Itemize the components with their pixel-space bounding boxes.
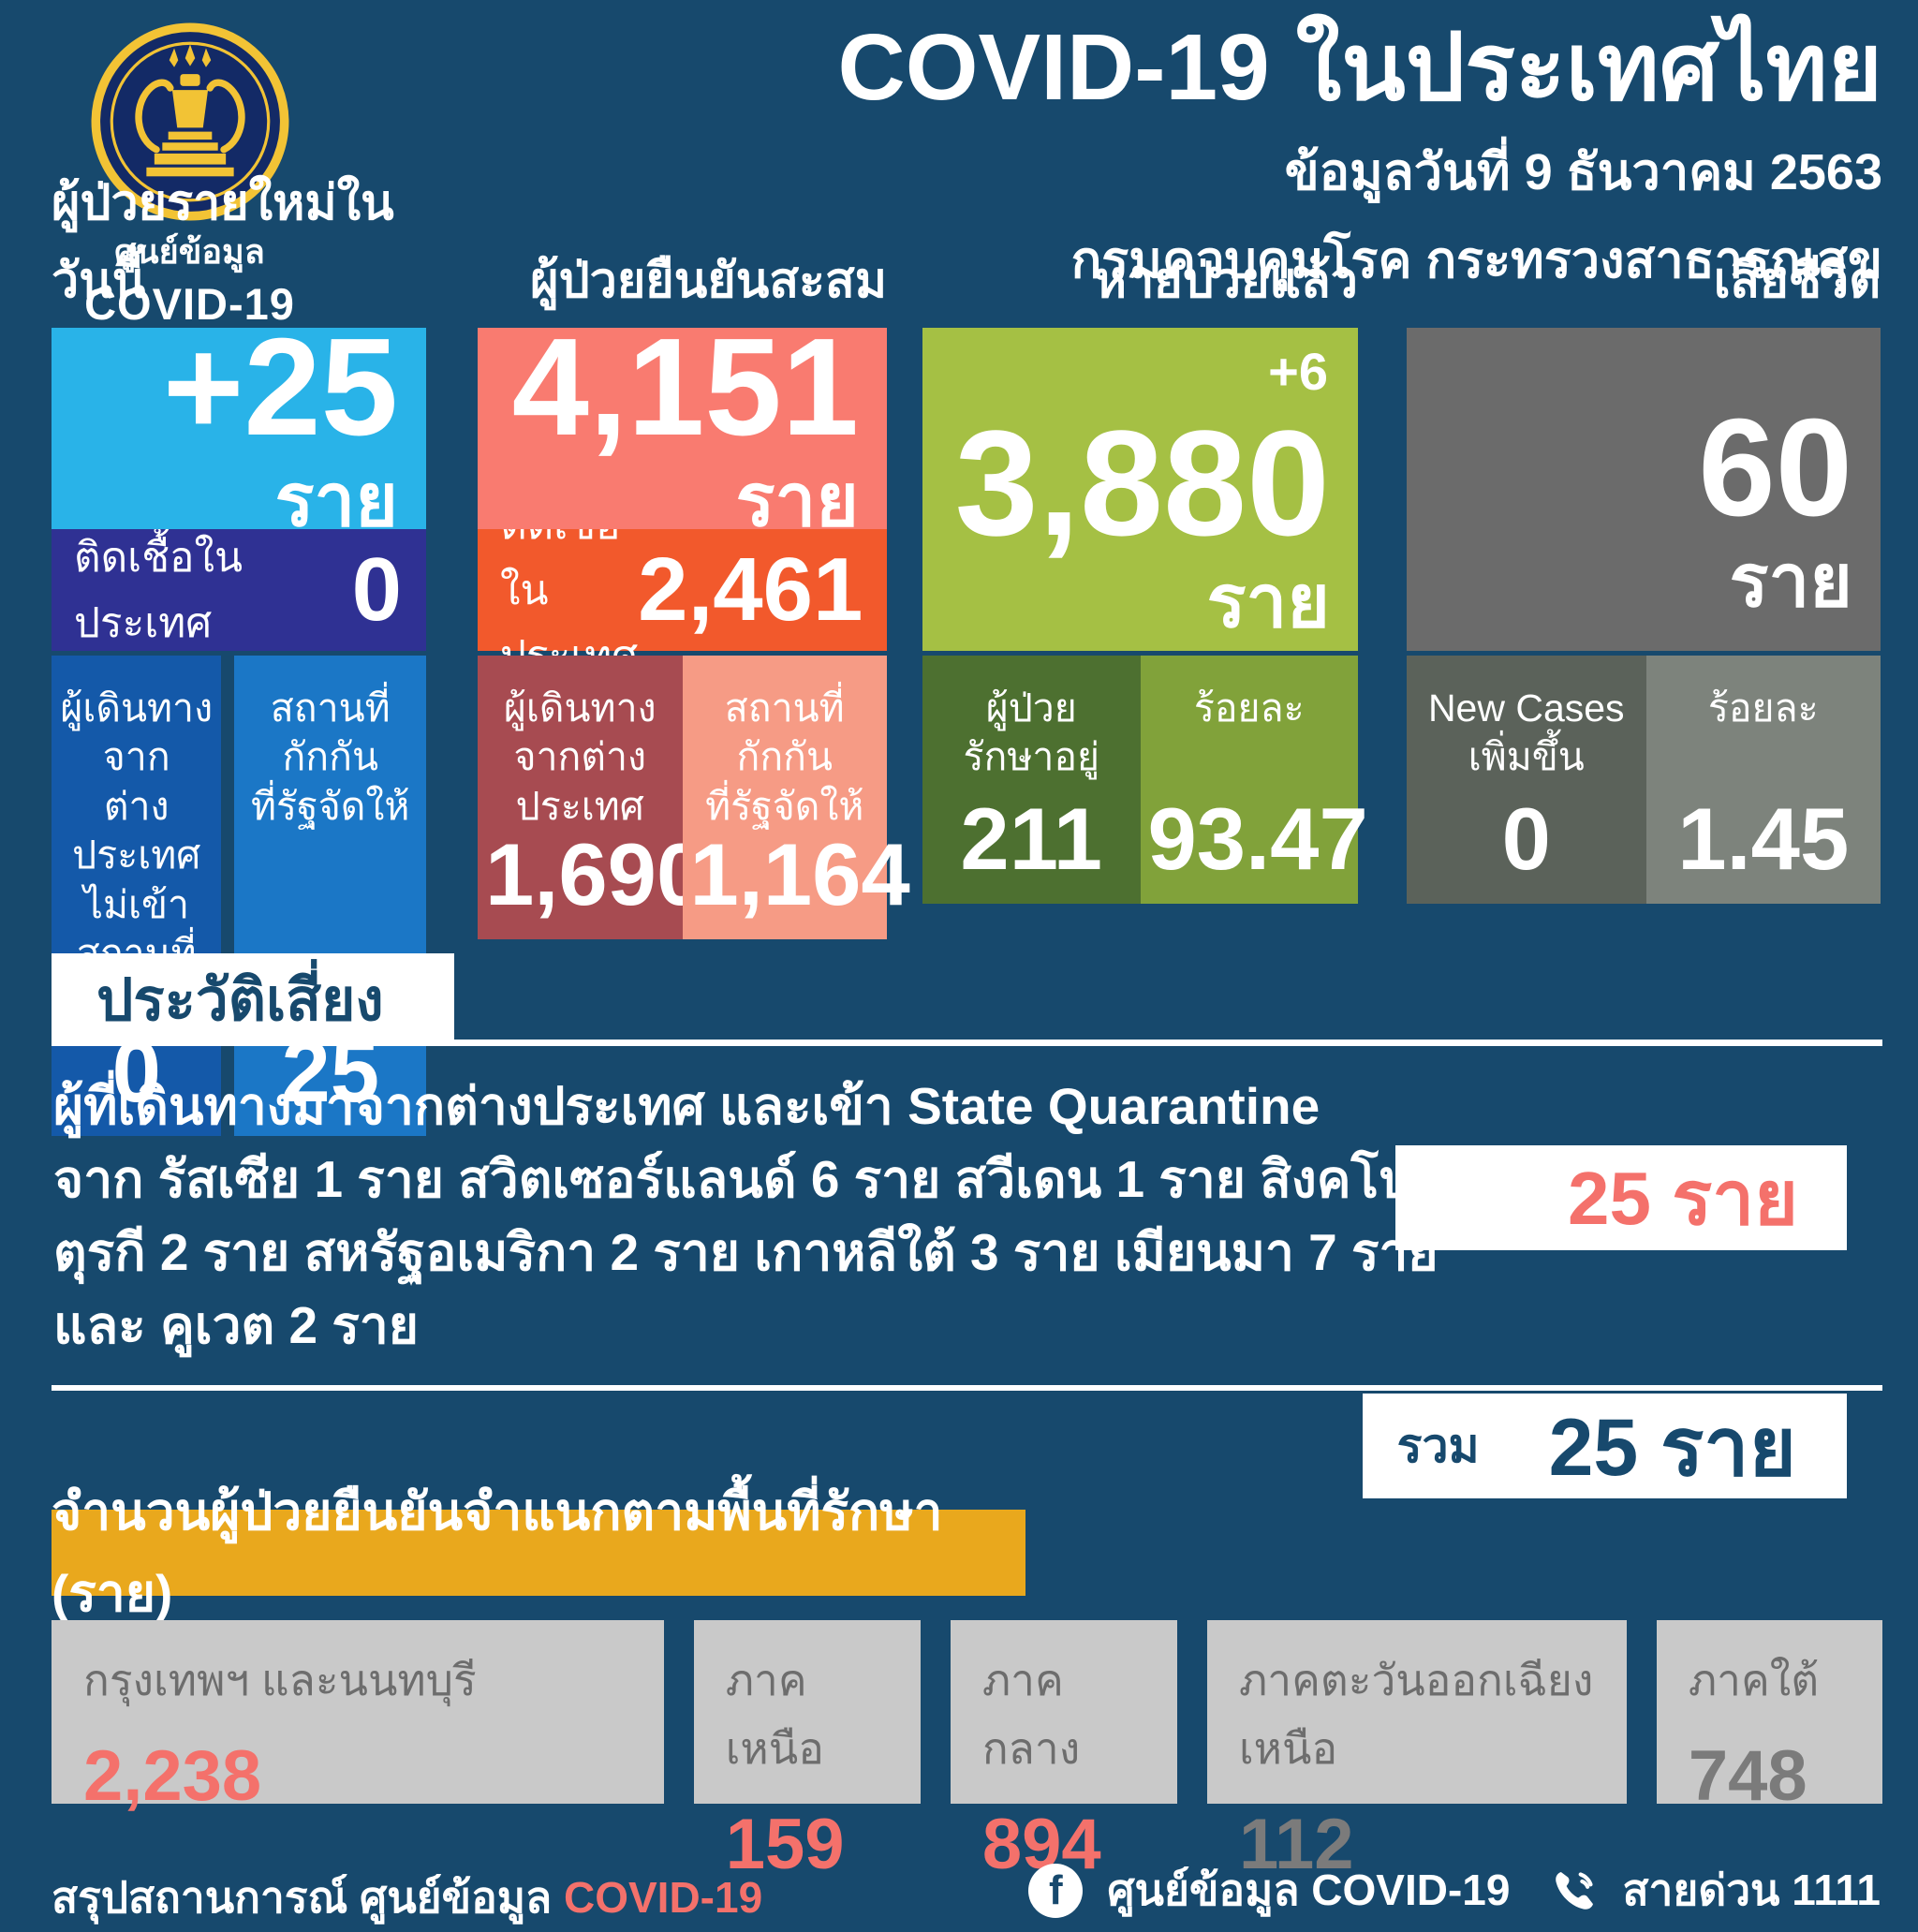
total-count-box: รวม 25 ราย: [1363, 1394, 1847, 1498]
footer-contacts: f ศูนย์ข้อมูล COVID-19 สายด่วน 1111: [1028, 1856, 1881, 1925]
region-value: 159: [725, 1805, 845, 1884]
risk-line-3: ตุรกี 2 ราย สหรัฐอเมริกา 2 ราย เกาหลีใต้…: [53, 1223, 1438, 1282]
footer-summary-prefix: สรุปสถานการณ์ ศูนย์ข้อมูล: [52, 1873, 564, 1922]
organization-line: กรมควบคุมโรค กระทรวงสาธารณสุข: [1070, 232, 1882, 288]
in-treatment-value: 211: [960, 789, 1103, 888]
deaths-card: 60 ราย New Cases เพิ่มขึ้น 0 ร้อยละ 1.45: [1407, 328, 1881, 904]
logo-caption-line1: ศูนย์ข้อมูล: [114, 232, 265, 271]
risk-count-box: 25 ราย: [1395, 1145, 1847, 1250]
recovered-main-box: +6 3,880 ราย: [922, 328, 1358, 651]
new-cases-value: +25: [162, 309, 398, 465]
total-value: 25 ราย: [1548, 1402, 1796, 1493]
state-quarantine-label: สถานที่ กักกัน ที่รัฐจัดให้: [251, 686, 410, 828]
new-cases-card: +25 ราย ติดเชื้อในประเทศ 0 ผู้เดินทางจาก…: [52, 317, 426, 1137]
deaths-new-cases-box: New Cases เพิ่มขึ้น 0: [1407, 656, 1646, 904]
risk-line-2: จาก รัสเซีย 1 ราย สวิตเซอร์แลนด์ 6 ราย ส…: [53, 1150, 1584, 1209]
new-cases-card-title: ผู้ป่วยรายใหม่ในวันนี้: [52, 176, 394, 308]
logo-block: ศูนย์ข้อมูล COVID-19: [56, 22, 323, 330]
footer-summary-highlight: COVID-19: [564, 1873, 763, 1922]
cumulative-unit: ราย: [735, 458, 859, 541]
state-quarantine-box: สถานที่ กักกัน ที่รัฐจัดให้ 25: [234, 656, 426, 1137]
phone-icon: [1551, 1867, 1598, 1914]
total-label: รวม: [1396, 1419, 1480, 1472]
travellers-no-quarantine-box: ผู้เดินทางจาก ต่างประเทศ ไม่เข้า สถานที่…: [52, 656, 222, 1137]
deaths-new-cases-label: New Cases เพิ่มขึ้น: [1427, 686, 1625, 779]
recovered-percent-box: ร้อยละ 93.47: [1140, 656, 1368, 904]
domestic-infection-value: 0: [351, 539, 402, 640]
new-cases-main-box: +25 ราย: [52, 317, 426, 538]
deaths-percent-box: ร้อยละ 1.45: [1645, 656, 1881, 904]
cumulative-quarantine-box: สถานที่ กักกัน ที่รัฐจัดให้ 1,164: [682, 656, 910, 940]
region-card-north: ภาคเหนือ 159: [693, 1620, 921, 1884]
region-card-northeast: ภาคตะวันออกเฉียงเหนือ 112: [1206, 1620, 1627, 1884]
hotline-label: สายด่วน 1111: [1622, 1866, 1881, 1914]
region-value: 2,238: [83, 1736, 262, 1816]
region-card-bangkok: กรุงเทพฯ และนนทบุรี 2,238: [52, 1620, 664, 1816]
logo-caption-line2: COVID-19: [84, 279, 295, 329]
footer-summary: สรุปสถานการณ์ ศูนย์ข้อมูล COVID-19: [52, 1864, 762, 1932]
deaths-value: 60: [1698, 391, 1852, 545]
region-label: กรุงเทพฯ และนนทบุรี: [83, 1656, 477, 1704]
region-value: 748: [1688, 1736, 1807, 1816]
header-title-block: COVID-19 ในประเทศไทย ข้อมูลวันที่ 9 ธันว…: [838, 17, 1882, 300]
deaths-card-title: เสียชีวิต: [1713, 254, 1881, 308]
domestic-infection-label: ติดเชื้อในประเทศ: [74, 535, 243, 646]
recovered-percent-value: 93.47: [1147, 789, 1368, 888]
cumulative-travellers-box: ผู้เดินทาง จากต่างประเทศ 1,690: [478, 656, 706, 940]
cumulative-card-title: ผู้ป่วยยืนยันสะสม: [530, 254, 887, 308]
in-treatment-box: ผู้ป่วย รักษาอยู่ 211: [922, 656, 1141, 904]
recovered-unit: ราย: [1206, 560, 1330, 642]
page-title: COVID-19 ในประเทศไทย: [837, 15, 1882, 120]
recovered-sub-row: ผู้ป่วย รักษาอยู่ 211 ร้อยละ 93.47: [922, 656, 1368, 904]
risk-history-banner: ประวัติเสี่ยง: [52, 953, 454, 1046]
cumulative-domestic-row: ติดเชื้อในประเทศ 2,461: [478, 502, 887, 679]
risk-line-1: ผู้ที่เดินทางมาจากต่างประเทศ และเข้า Sta…: [53, 1077, 1320, 1135]
new-cases-unit: ราย: [274, 458, 398, 541]
cumulative-value: 4,151: [511, 309, 859, 465]
recovered-card: +6 3,880 ราย ผู้ป่วย รักษาอยู่ 211 ร้อยล…: [922, 328, 1368, 904]
recovered-value: 3,880: [954, 399, 1330, 567]
region-card-central: ภาคกลาง 894: [950, 1620, 1177, 1884]
deaths-unit: ราย: [1729, 539, 1852, 622]
new-cases-domestic-row: ติดเชื้อในประเทศ 0: [52, 529, 426, 651]
cumulative-card: 4,151 ราย ติดเชื้อในประเทศ 2,461 ผู้เดิน…: [478, 317, 910, 940]
section-divider-line: [52, 1385, 1882, 1391]
risk-history-text: ผู้ที่เดินทางมาจากต่างประเทศ และเข้า Sta…: [53, 1069, 1583, 1362]
thai-government-emblem-icon: [56, 22, 323, 221]
region-card-south: ภาคใต้ 748: [1656, 1620, 1882, 1816]
regions-row: กรุงเทพฯ และนนทบุรี 2,238 ภาคเหนือ 159 ภ…: [52, 1620, 1882, 1884]
cumulative-quarantine-label: สถานที่ กักกัน ที่รัฐจัดให้: [705, 686, 864, 828]
cumulative-travellers-label: ผู้เดินทาง จากต่างประเทศ: [503, 686, 657, 828]
region-label: ภาคใต้: [1688, 1656, 1820, 1704]
deaths-new-cases-value: 0: [1501, 789, 1551, 888]
in-treatment-label: ผู้ป่วย รักษาอยู่: [963, 686, 1100, 779]
deaths-sub-row: New Cases เพิ่มขึ้น 0 ร้อยละ 1.45: [1407, 656, 1881, 904]
facebook-page-label: ศูนย์ข้อมูล COVID-19: [1107, 1866, 1511, 1914]
region-label: ภาคกลาง: [981, 1656, 1081, 1773]
region-label: ภาคตะวันออกเฉียงเหนือ: [1238, 1656, 1594, 1773]
cumulative-sub-row: ผู้เดินทาง จากต่างประเทศ 1,690 สถานที่ ก…: [478, 656, 910, 940]
data-date-line: ข้อมูลวันที่ 9 ธันวาคม 2563: [1284, 144, 1882, 200]
region-value: 112: [1238, 1805, 1354, 1884]
cumulative-quarantine-value: 1,164: [689, 825, 910, 924]
cumulative-main-box: 4,151 ราย: [478, 317, 887, 538]
new-cases-sub-row: ผู้เดินทางจาก ต่างประเทศ ไม่เข้า สถานที่…: [52, 656, 426, 1137]
facebook-icon: f: [1028, 1863, 1084, 1918]
recovered-percent-label: ร้อยละ: [1193, 686, 1305, 730]
recovered-increase-badge: +6: [1268, 342, 1328, 401]
cumulative-domestic-value: 2,461: [638, 539, 863, 640]
region-label: ภาคเหนือ: [725, 1656, 824, 1773]
risk-line-4: และ คูเวต 2 ราย: [53, 1296, 419, 1355]
deaths-percent-value: 1.45: [1677, 789, 1850, 888]
risk-banner-underline: [52, 1040, 1882, 1046]
deaths-main-box: 60 ราย: [1407, 328, 1881, 651]
recovered-card-title: หายป่วยแล้ว: [1094, 254, 1358, 308]
deaths-percent-label: ร้อยละ: [1707, 686, 1819, 730]
cumulative-travellers-value: 1,690: [485, 825, 706, 924]
regions-banner: จำนวนผู้ป่วยยืนยันจำแนกตามพื้นที่รักษา (…: [52, 1482, 1025, 1622]
